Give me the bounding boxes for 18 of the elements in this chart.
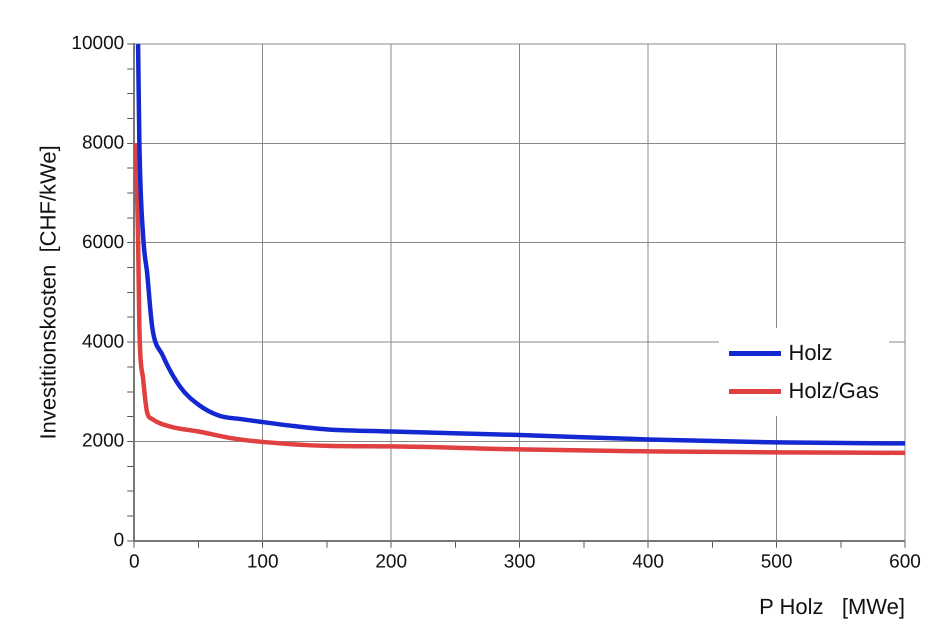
x-axis-title: P Holz [MWe] bbox=[759, 594, 905, 619]
y-tick-label: 10000 bbox=[71, 33, 124, 54]
y-axis-title: Investitionskosten [CHF/kWe] bbox=[35, 145, 60, 440]
x-tick-label: 200 bbox=[375, 551, 408, 572]
y-tick-label: 2000 bbox=[82, 430, 124, 452]
line-series bbox=[134, 141, 905, 456]
x-tick-label: 100 bbox=[246, 551, 279, 572]
x-tick-label: 500 bbox=[760, 551, 792, 572]
legend-label: Holz/Gas bbox=[788, 378, 879, 404]
x-tick-label: 0 bbox=[128, 551, 140, 572]
y-tick-label: 6000 bbox=[82, 232, 124, 253]
y-tick-label: 8000 bbox=[82, 132, 124, 154]
legend-label: Holz bbox=[788, 340, 833, 366]
y-tick-label: 0 bbox=[114, 530, 124, 552]
x-tick-label: 300 bbox=[504, 551, 536, 572]
x-tick-label: 400 bbox=[632, 551, 664, 572]
y-tick-label: 4000 bbox=[82, 331, 124, 352]
x-tick-label: 600 bbox=[889, 551, 921, 572]
